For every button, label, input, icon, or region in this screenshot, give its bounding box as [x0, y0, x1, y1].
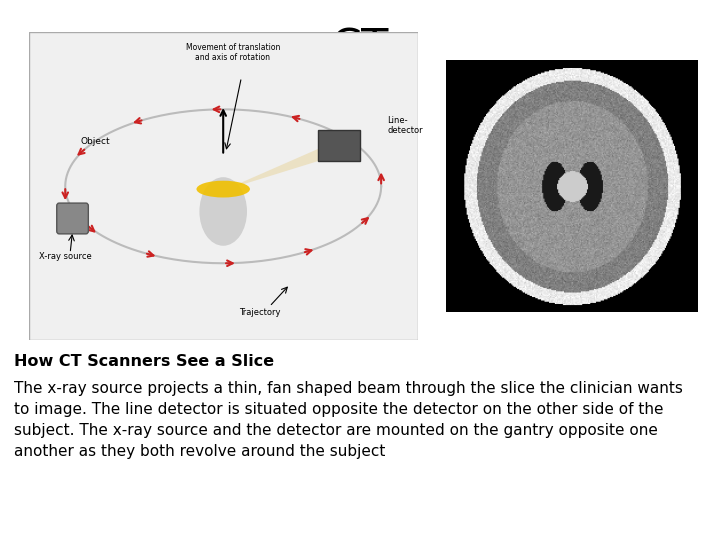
FancyBboxPatch shape: [29, 32, 418, 340]
Text: The x-ray source projects a thin, fan shaped beam through the slice the clinicia: The x-ray source projects a thin, fan sh…: [14, 381, 683, 458]
Text: X-ray source: X-ray source: [39, 252, 91, 261]
Text: Movement of translation
and axis of rotation: Movement of translation and axis of rota…: [186, 43, 280, 63]
Text: Line-
detector: Line- detector: [387, 116, 423, 135]
Text: Trajectory: Trajectory: [239, 308, 280, 317]
Polygon shape: [86, 130, 361, 219]
Bar: [318, 130, 361, 161]
Text: How CT Scanners See a Slice: How CT Scanners See a Slice: [14, 354, 274, 369]
Ellipse shape: [200, 178, 246, 245]
Text: Object: Object: [81, 137, 110, 146]
Text: CT: CT: [330, 27, 390, 70]
FancyBboxPatch shape: [57, 203, 89, 234]
Ellipse shape: [197, 181, 250, 198]
